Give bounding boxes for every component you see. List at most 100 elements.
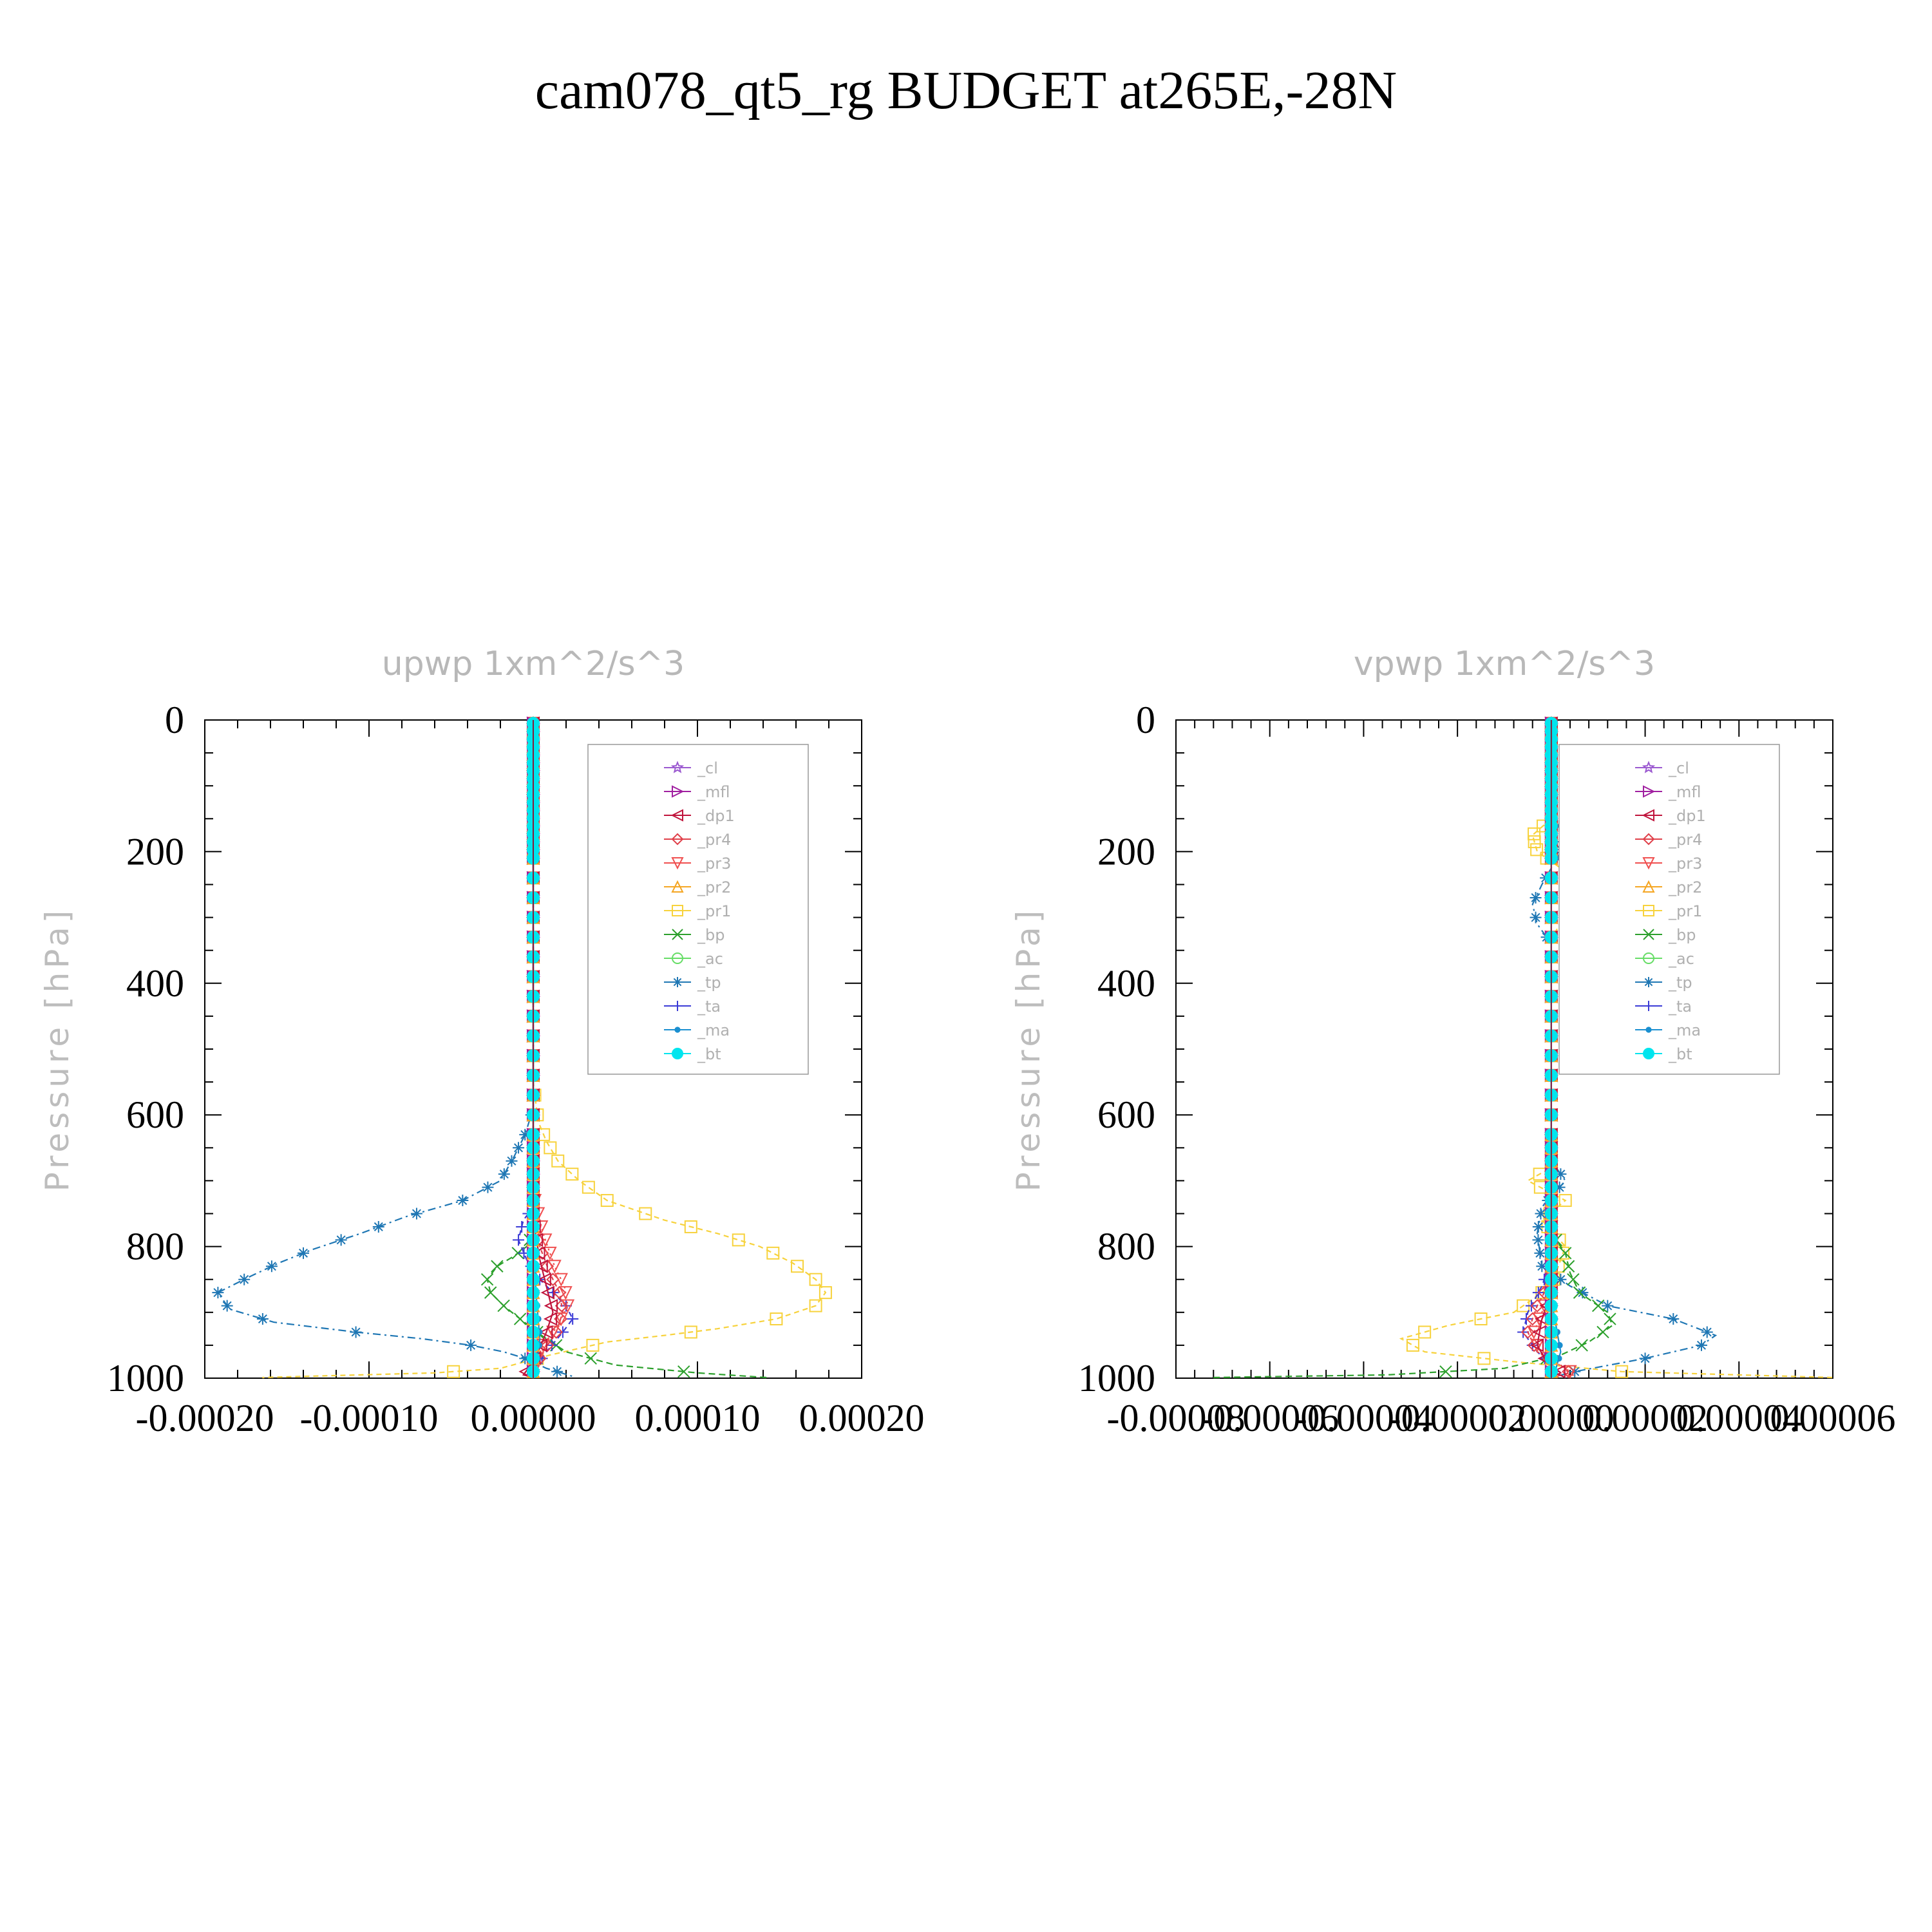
legend-marker: [672, 977, 683, 987]
series-ta: [513, 717, 579, 1378]
x-tick-label: -0.00008: [1107, 1397, 1245, 1439]
data-point: [1555, 1168, 1567, 1180]
legend-label: _dp1: [1668, 807, 1706, 825]
series-line: [532, 720, 569, 1369]
data-point: [519, 1128, 531, 1141]
data-point: [482, 1181, 494, 1193]
legend-marker: [1645, 1027, 1652, 1033]
data-point: [539, 1325, 553, 1340]
x-tick-label: -0.00020: [136, 1397, 274, 1439]
data-point: [1527, 1325, 1541, 1340]
data-point: [1562, 1260, 1575, 1273]
data-point: [560, 1299, 575, 1313]
data-point: [1667, 1313, 1680, 1325]
legend-item: _dp1: [1635, 807, 1706, 825]
legend-marker: [1643, 952, 1654, 964]
data-point: [809, 1299, 822, 1312]
legend-marker: [1643, 785, 1656, 798]
y-tick-label: 400: [1097, 962, 1155, 1005]
legend-label: _ta: [1668, 998, 1692, 1016]
data-point: [540, 1285, 554, 1300]
data-point: [513, 1234, 525, 1246]
data-point: [1573, 1286, 1586, 1299]
legend-item: _pr3: [1635, 855, 1702, 873]
data-point: [221, 1300, 233, 1312]
legend-marker: [671, 857, 684, 870]
legend-label: _mfl: [697, 783, 730, 801]
data-point: [1528, 827, 1541, 840]
legend-marker: [1642, 833, 1655, 846]
data-point: [1602, 1300, 1614, 1312]
legend-label: _mfl: [1668, 783, 1701, 801]
data-point: [684, 1325, 697, 1339]
data-point: [558, 1286, 573, 1300]
x-tick-label: 0.00000: [471, 1397, 596, 1439]
legend-label: _dp1: [697, 807, 735, 825]
legend-label: _ac: [1668, 950, 1694, 968]
data-point: [1530, 843, 1544, 857]
legend-label: _tp: [697, 974, 721, 992]
data-point: [1535, 1208, 1547, 1220]
legend-item: _ma: [664, 1021, 730, 1039]
data-point: [1521, 1325, 1535, 1339]
legend-marker: [1642, 761, 1656, 773]
legend-item: _pr1: [1635, 902, 1702, 920]
data-point: [551, 1154, 565, 1168]
data-point: [551, 1365, 564, 1378]
upwp-panel: upwp 1xm^2/s^3 Pressure [hPa] 0 200 400 600 80…: [39, 645, 925, 1439]
x-tick-label: -0.00004: [1294, 1397, 1433, 1439]
data-point: [1418, 1325, 1432, 1339]
legend-label: _ma: [697, 1021, 730, 1039]
legend-label: _cl: [1668, 759, 1689, 777]
y-tick-label: 800: [1097, 1226, 1155, 1268]
legend-label: _bt: [1668, 1045, 1692, 1063]
series-line: [532, 720, 564, 1372]
legend-marker: [1642, 809, 1654, 822]
series-line: [216, 720, 575, 1378]
legend-item: _ta: [1635, 998, 1692, 1016]
legend-label: _tp: [1668, 974, 1692, 992]
legend-label: _pr2: [1668, 878, 1702, 896]
legend-label: _ac: [697, 950, 723, 968]
legend-item: _pr4: [1635, 831, 1702, 849]
legend-label: _pr3: [1668, 855, 1702, 873]
data-point: [534, 1259, 548, 1273]
vpwp-panel: vpwp 1xm^2/s^3 Pressure [hPa] 0 200 400 600 80…: [1010, 645, 1896, 1439]
legend-marker: [672, 1048, 683, 1059]
data-point: [1536, 1260, 1548, 1273]
data-point: [1577, 1287, 1589, 1299]
legend-marker: [672, 952, 683, 964]
data-point: [1559, 1247, 1572, 1260]
data-point: [1532, 1234, 1544, 1246]
data-point: [819, 1286, 832, 1300]
legend-item: _tp: [1635, 974, 1692, 992]
data-point: [554, 1273, 568, 1287]
legend: _cl _mfl _dp1 _pr4 _pr3 _pr2 _pr1 _bp _ac _tp _ta _…: [587, 744, 809, 1075]
legend-label: _pr1: [1668, 902, 1702, 920]
data-point: [1555, 1273, 1567, 1285]
data-point: [684, 1220, 697, 1233]
legend-marker: [671, 880, 684, 893]
legend-item: _pr2: [664, 878, 731, 896]
data-point: [1439, 1365, 1452, 1378]
legend-marker: [1643, 1048, 1654, 1059]
x-tick-label: 0.00002: [1582, 1397, 1708, 1439]
y-tick-label: 0: [165, 699, 184, 741]
legend-item: _ac: [1635, 950, 1694, 968]
y-axis-label: Pressure [hPa]: [1010, 907, 1047, 1192]
legend-label: _pr2: [697, 878, 731, 896]
data-point: [298, 1247, 309, 1259]
y-axis-label: Pressure [hPa]: [39, 907, 76, 1192]
data-point: [1530, 911, 1542, 923]
data-point: [265, 1260, 278, 1273]
data-point: [447, 1365, 460, 1378]
legend-item: _bt: [1635, 1045, 1692, 1063]
y-tick-label: 1000: [107, 1357, 184, 1399]
series-line: [1527, 720, 1572, 1379]
data-point: [498, 1168, 510, 1180]
data-point: [410, 1208, 422, 1220]
data-point: [553, 1285, 567, 1300]
data-point: [350, 1326, 362, 1338]
legend-marker: [670, 809, 683, 822]
legend-item: _dp1: [664, 807, 735, 825]
